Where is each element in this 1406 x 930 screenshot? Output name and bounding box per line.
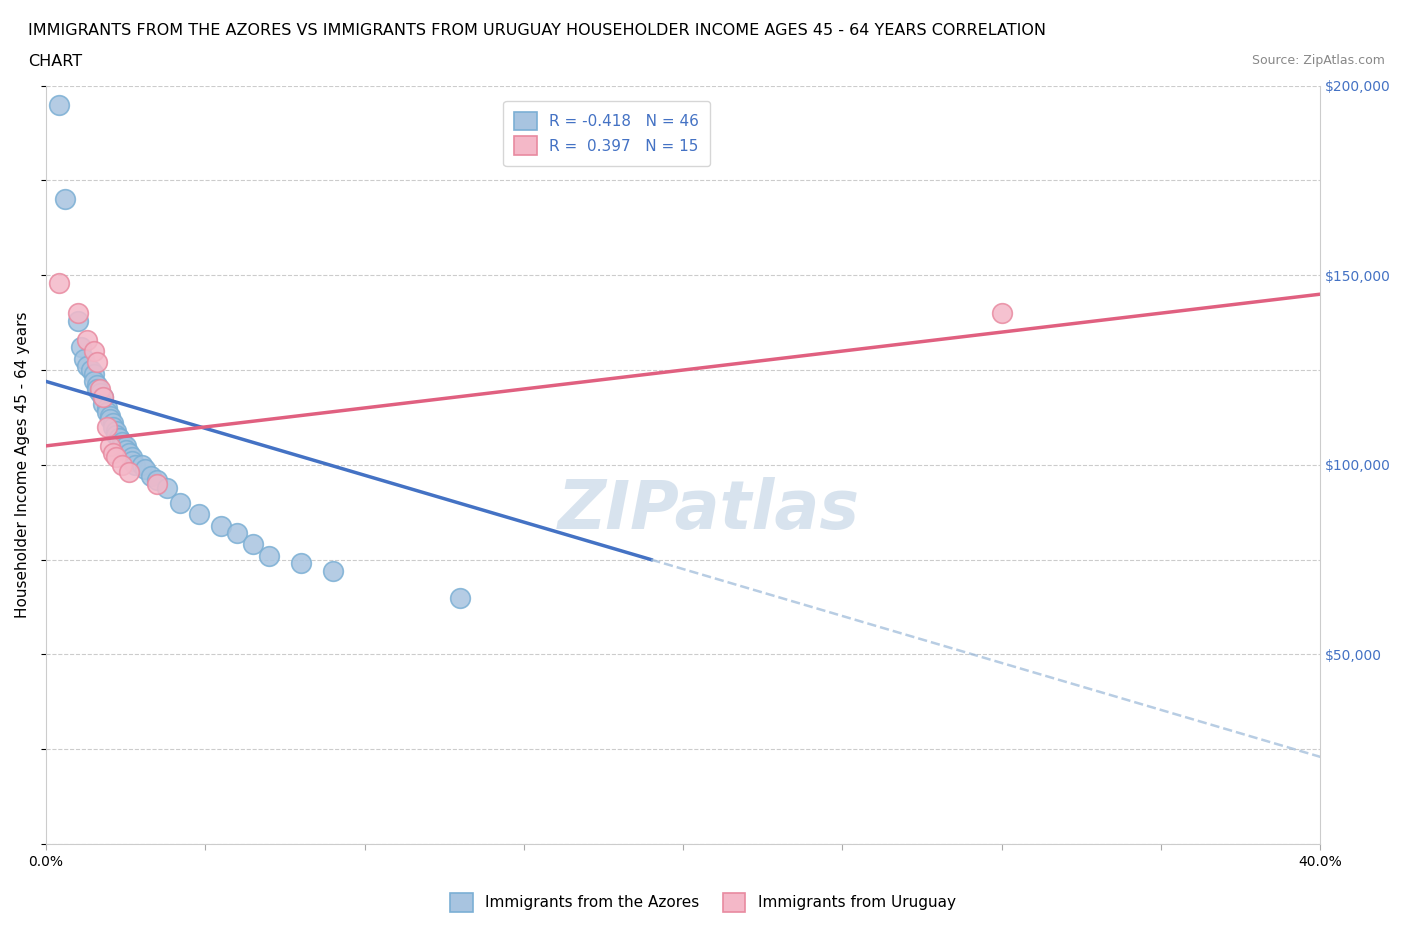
Point	[290, 556, 312, 571]
Point	[114, 438, 136, 453]
Point	[114, 443, 136, 458]
Point	[86, 355, 108, 370]
Point	[111, 458, 134, 472]
Point	[131, 458, 153, 472]
Point	[48, 97, 70, 112]
Point	[118, 465, 141, 480]
Point	[101, 416, 124, 431]
Point	[83, 366, 105, 381]
Point	[209, 518, 232, 533]
Legend: Immigrants from the Azores, Immigrants from Uruguay: Immigrants from the Azores, Immigrants f…	[444, 887, 962, 918]
Point	[96, 401, 118, 416]
Point	[257, 549, 280, 564]
Point	[108, 431, 131, 445]
Point	[66, 313, 89, 328]
Point	[91, 397, 114, 412]
Point	[89, 385, 111, 400]
Point	[118, 446, 141, 461]
Point	[169, 496, 191, 511]
Legend: R = -0.418   N = 46, R =  0.397   N = 15: R = -0.418 N = 46, R = 0.397 N = 15	[503, 100, 710, 166]
Point	[96, 419, 118, 434]
Point	[48, 275, 70, 290]
Point	[53, 192, 76, 206]
Point	[108, 431, 131, 445]
Point	[990, 306, 1012, 321]
Point	[73, 352, 96, 366]
Point	[86, 378, 108, 392]
Point	[146, 472, 169, 487]
Point	[79, 363, 101, 378]
Point	[111, 434, 134, 449]
Point	[134, 461, 156, 476]
Point	[98, 438, 121, 453]
Point	[187, 507, 209, 522]
Text: IMMIGRANTS FROM THE AZORES VS IMMIGRANTS FROM URUGUAY HOUSEHOLDER INCOME AGES 45: IMMIGRANTS FROM THE AZORES VS IMMIGRANTS…	[28, 23, 1046, 38]
Point	[66, 306, 89, 321]
Point	[121, 454, 143, 469]
Point	[242, 537, 264, 551]
Point	[101, 446, 124, 461]
Point	[105, 427, 128, 442]
Point	[83, 343, 105, 358]
Point	[91, 389, 114, 404]
Point	[89, 381, 111, 396]
Point	[98, 412, 121, 427]
Point	[70, 339, 93, 354]
Text: Source: ZipAtlas.com: Source: ZipAtlas.com	[1251, 54, 1385, 67]
Point	[101, 419, 124, 434]
Point	[124, 458, 146, 472]
Point	[146, 476, 169, 491]
Point	[96, 405, 118, 419]
Point	[98, 408, 121, 423]
Y-axis label: Householder Income Ages 45 - 64 years: Householder Income Ages 45 - 64 years	[15, 312, 30, 618]
Point	[139, 469, 162, 484]
Point	[449, 591, 471, 605]
Text: ZIPatlas: ZIPatlas	[558, 477, 859, 543]
Point	[86, 381, 108, 396]
Point	[76, 359, 98, 374]
Point	[111, 438, 134, 453]
Point	[76, 332, 98, 347]
Point	[121, 450, 143, 465]
Point	[105, 423, 128, 438]
Point	[105, 450, 128, 465]
Text: CHART: CHART	[28, 54, 82, 69]
Point	[156, 480, 179, 495]
Point	[91, 389, 114, 404]
Point	[226, 525, 249, 540]
Point	[322, 564, 344, 578]
Point	[83, 374, 105, 389]
